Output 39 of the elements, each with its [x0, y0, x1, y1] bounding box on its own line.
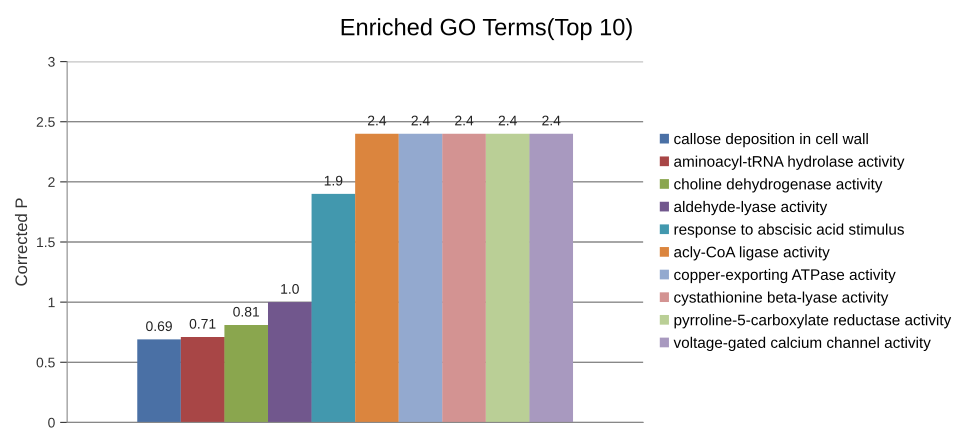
y-tick-label: 0.5 — [36, 358, 55, 368]
bar — [529, 134, 574, 422]
bar — [486, 134, 530, 422]
data-label: 1.0 — [281, 284, 299, 294]
data-label: 2.4 — [368, 116, 386, 126]
data-label: 2.4 — [542, 116, 560, 126]
bar — [268, 302, 312, 422]
bar — [312, 194, 356, 422]
legend-label: pyrroline-5-carboxylate reductase activity — [674, 314, 952, 328]
data-label: 0.69 — [146, 321, 172, 332]
bar — [180, 337, 224, 422]
y-axis-title: Corrected P — [14, 198, 28, 286]
legend-label: voltage-gated calcium channel activity — [674, 336, 931, 352]
y-tick-label: 1 — [48, 298, 55, 308]
legend-label: cystathionine beta-lyase activity — [674, 291, 888, 306]
bar — [224, 324, 268, 422]
legend-label: response to abscisic acid stimulus — [674, 224, 904, 238]
y-tick-label: 2 — [48, 177, 55, 187]
legend-label: acly-CoA ligase activity — [674, 246, 830, 260]
legend-label: choline dehydrogenase activity — [674, 178, 882, 193]
y-tick-label: 3 — [48, 56, 55, 67]
legend-label: callose deposition in cell wall — [674, 132, 868, 148]
y-tick-label: 0 — [48, 418, 55, 428]
legend-label: aminoacyl-tRNA hydrolase activity — [674, 156, 904, 170]
data-label: 1.9 — [324, 176, 342, 186]
bar — [355, 134, 399, 422]
chart-title: Enriched GO Terms(Top 10) — [342, 18, 632, 40]
y-tick-label: 1.5 — [37, 237, 55, 248]
data-label: 0.71 — [190, 318, 216, 329]
data-label: 2.4 — [455, 116, 474, 126]
legend-label: aldehyde-lyase activity — [674, 200, 828, 216]
legend-label: copper-exporting ATPase activity — [674, 268, 896, 284]
bar — [137, 339, 181, 422]
bar — [442, 134, 486, 422]
y-tick-label: 2.5 — [36, 117, 55, 127]
bar — [398, 134, 442, 422]
data-label: 0.81 — [233, 306, 260, 317]
data-label: 2.4 — [412, 116, 430, 126]
data-label: 2.4 — [498, 116, 517, 126]
